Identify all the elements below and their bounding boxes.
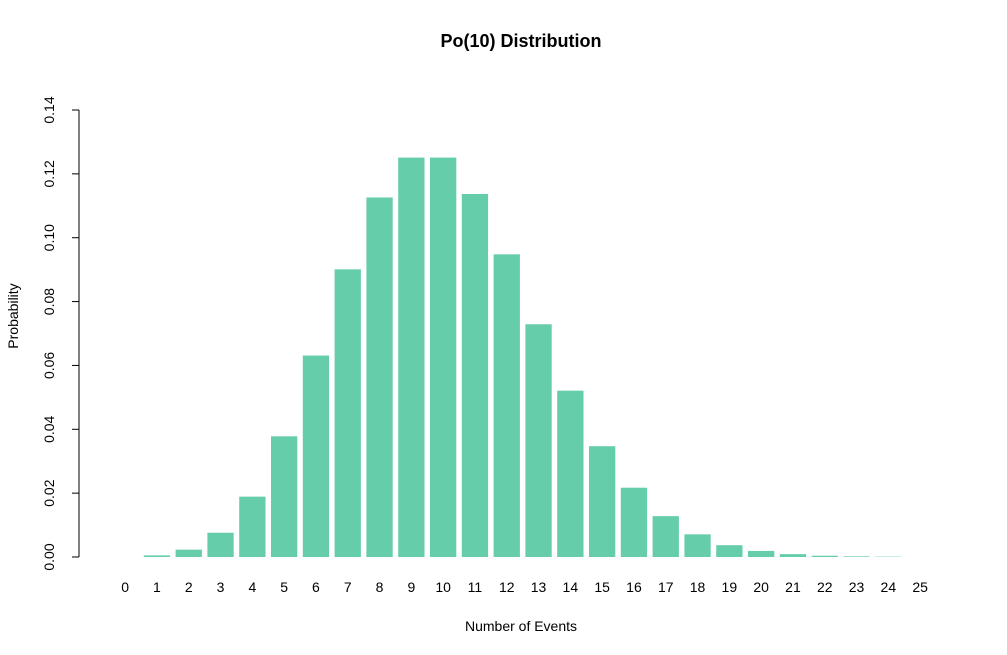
x-tick-label: 9	[407, 579, 415, 595]
x-axis: 0 1 2 3 4 5 6 7 8 9 10 11 12 13 14 15 16 17 18 19 20 21 22 23 24…	[121, 579, 928, 595]
y-tick-label: 0.08	[41, 288, 57, 315]
x-tick-label: 19	[722, 579, 738, 595]
bar	[716, 545, 743, 557]
x-tick-label: 8	[376, 579, 384, 595]
bar	[143, 555, 171, 557]
bar	[748, 550, 775, 557]
x-tick-label: 5	[280, 579, 288, 595]
y-tick-label: 0.10	[41, 224, 57, 251]
x-tick-label: 11	[468, 579, 483, 595]
bar	[239, 496, 266, 557]
bar	[366, 197, 393, 557]
y-tick-label: 0.06	[41, 352, 57, 379]
x-axis-label: Number of Events	[465, 618, 577, 634]
y-tick-label: 0.02	[41, 479, 57, 506]
bar	[334, 269, 361, 557]
bar	[779, 554, 807, 557]
y-axis-label: Probability	[5, 283, 21, 348]
bar	[843, 556, 870, 557]
y-tick-label: 0.04	[41, 415, 57, 442]
bar	[175, 549, 202, 557]
y-tick-label: 0.14	[41, 96, 57, 123]
x-tick-label: 16	[626, 579, 642, 595]
x-tick-label: 0	[121, 579, 129, 595]
x-tick-label: 21	[785, 579, 801, 595]
chart-title: Po(10) Distribution	[441, 31, 602, 51]
x-tick-label: 20	[753, 579, 769, 595]
x-tick-label: 23	[849, 579, 865, 595]
x-tick-label: 13	[531, 579, 547, 595]
x-tick-label: 4	[248, 579, 256, 595]
bar	[398, 157, 425, 557]
bar	[589, 446, 616, 557]
x-tick-label: 6	[312, 579, 320, 595]
x-tick-label: 24	[881, 579, 897, 595]
x-tick-label: 15	[594, 579, 610, 595]
bar	[557, 390, 584, 557]
x-tick-label: 22	[817, 579, 833, 595]
bar	[652, 516, 679, 557]
x-tick-label: 3	[217, 579, 225, 595]
x-tick-label: 14	[563, 579, 579, 595]
bar	[493, 254, 520, 557]
x-tick-label: 1	[153, 579, 161, 595]
bar	[620, 487, 648, 557]
x-tick-label: 18	[690, 579, 706, 595]
bar	[302, 355, 330, 557]
bars	[143, 157, 902, 557]
y-axis: 0.00 0.02 0.04 0.06 0.08 0.10 0.12 0.14	[41, 96, 79, 571]
bar	[207, 532, 234, 557]
bar	[684, 534, 711, 557]
bar	[525, 324, 552, 557]
y-tick-label: 0.12	[41, 160, 57, 187]
x-tick-label: 17	[658, 579, 674, 595]
x-tick-label: 2	[185, 579, 193, 595]
x-tick-label: 12	[499, 579, 515, 595]
bar	[811, 555, 838, 557]
x-tick-label: 10	[435, 579, 451, 595]
bar	[271, 436, 298, 557]
x-tick-label: 25	[912, 579, 928, 595]
bar	[461, 193, 489, 557]
bar	[430, 157, 457, 557]
y-tick-label: 0.00	[41, 543, 57, 570]
x-tick-label: 7	[344, 579, 352, 595]
